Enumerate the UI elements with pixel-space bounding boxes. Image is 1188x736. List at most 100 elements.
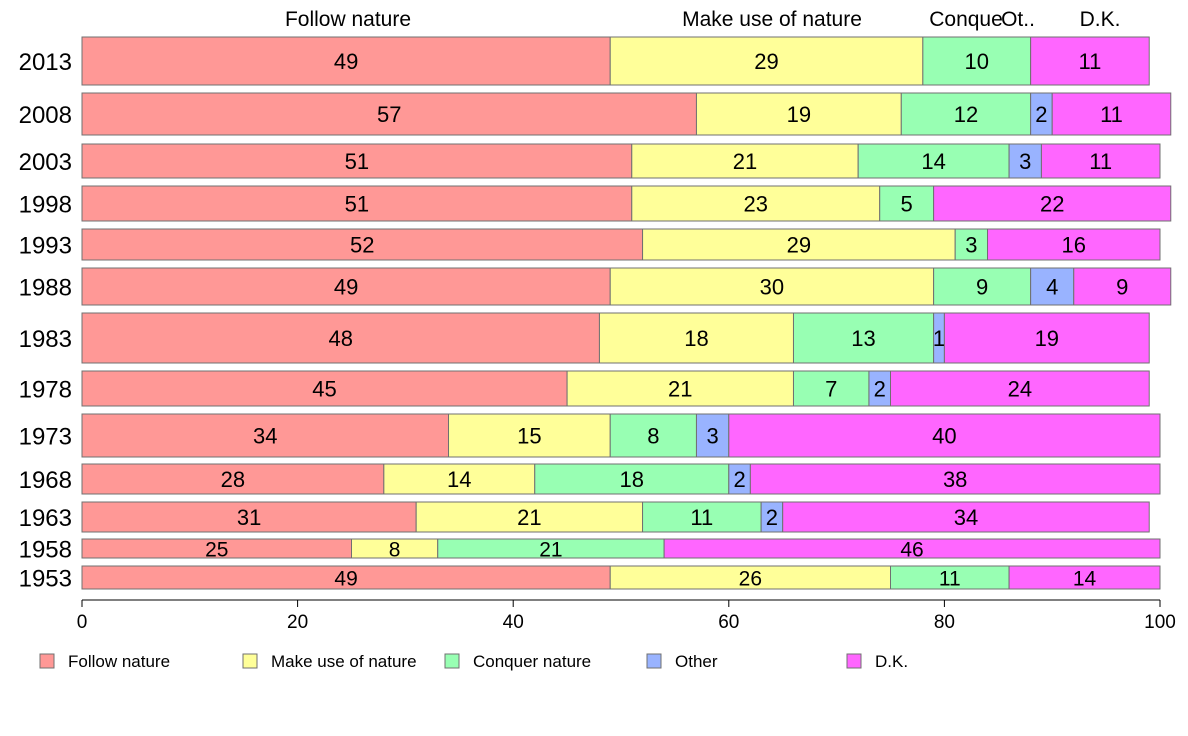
bar-follow-nature-2008 (81, 92, 697, 136)
data-label-make-use-of-nature-2003: 21 (733, 149, 757, 174)
top-labels: Follow nature Make use of nature ConqueOt.… (285, 8, 1120, 31)
data-label-make-use-of-nature-1973: 15 (517, 424, 541, 449)
y-tick-label-1958: 1958 (19, 537, 72, 564)
data-label-follow-nature-1953: 49 (334, 568, 357, 591)
legend: Follow nature Make use of nature Conquer n… (39, 652, 908, 671)
data-label-conquer-nature-2003: 14 (921, 149, 945, 174)
data-label-d-k-1958: 46 (900, 539, 923, 562)
data-label-follow-nature-2008: 57 (377, 102, 401, 127)
data-label-other-2008: 2 (1035, 102, 1047, 127)
data-label-make-use-of-nature-1968: 14 (447, 467, 471, 492)
y-tick-label-1998: 1998 (19, 192, 72, 219)
data-label-conquer-nature-1993: 3 (965, 233, 977, 258)
data-label-d-k-1963: 34 (954, 505, 978, 530)
data-label-other-1973: 3 (707, 424, 719, 449)
bar-follow-nature-1998 (81, 185, 633, 222)
y-tick-label-1993: 1993 (19, 233, 72, 260)
data-label-conquer-nature-1998: 5 (901, 192, 913, 217)
data-label-make-use-of-nature-1978: 21 (668, 377, 692, 402)
data-label-conquer-nature-1983: 13 (851, 326, 875, 351)
data-label-d-k-1993: 16 (1062, 233, 1086, 258)
y-tick-label-1963: 1963 (19, 505, 72, 532)
legend-label-other: Other (675, 652, 718, 671)
bar-d-k-2013 (1030, 36, 1150, 86)
legend-swatch-follow-nature (39, 653, 55, 669)
x-tick-label-100: 100 (1144, 612, 1176, 633)
data-label-conquer-nature-1958: 21 (539, 539, 562, 562)
bar-make-use-of-nature-1993 (642, 228, 956, 261)
x-tick-label-60: 60 (718, 612, 739, 633)
bar-other-1988 (1030, 267, 1075, 306)
y-tick-label-1983: 1983 (19, 326, 72, 353)
data-label-follow-nature-1983: 48 (328, 326, 352, 351)
bar-d-k-2008 (1051, 92, 1172, 136)
bar-make-use-of-nature-1973 (448, 413, 611, 458)
bar-other-1973 (695, 413, 730, 458)
y-tick-label-1953: 1953 (19, 566, 72, 593)
bar-conquer-nature-1983 (792, 312, 935, 364)
bar-d-k-1968 (749, 463, 1161, 495)
data-label-make-use-of-nature-1983: 18 (684, 326, 708, 351)
bar-follow-nature-1988 (81, 267, 611, 306)
legend-label-make-use-of-nature: Make use of nature (271, 652, 417, 671)
top-label-make-use-of-nature: Make use of nature (682, 8, 862, 31)
bar-make-use-of-nature-1998 (631, 185, 881, 222)
data-label-follow-nature-2013: 49 (334, 49, 358, 74)
bar-make-use-of-nature-1988 (609, 267, 935, 306)
data-label-make-use-of-nature-1993: 29 (787, 233, 811, 258)
bar-conquer-nature-1968 (534, 463, 730, 495)
data-label-d-k-2013: 11 (1079, 49, 1102, 74)
data-label-conquer-nature-2013: 10 (964, 49, 988, 74)
data-label-make-use-of-nature-1953: 26 (739, 568, 762, 591)
bar-conquer-nature-1963 (642, 501, 762, 533)
top-label-follow-nature: Follow nature (285, 8, 411, 31)
legend-swatch-conquer-nature (444, 653, 460, 669)
y-tick-label-1968: 1968 (19, 467, 72, 494)
bar-d-k-2003 (1040, 143, 1161, 179)
bar-d-k-1958 (663, 538, 1161, 559)
data-label-follow-nature-1978: 45 (312, 377, 336, 402)
legend-label-d-k: D.K. (875, 652, 908, 671)
x-tick-label-40: 40 (503, 612, 524, 633)
data-label-make-use-of-nature-2008: 19 (787, 102, 811, 127)
bar-follow-nature-1963 (81, 501, 417, 533)
bar-make-use-of-nature-1968 (383, 463, 536, 495)
data-label-make-use-of-nature-1988: 30 (760, 275, 784, 300)
x-axis: 0 20 40 60 80 100 (77, 599, 1176, 633)
data-label-follow-nature-1998: 51 (345, 192, 369, 217)
data-label-follow-nature-1968: 28 (221, 467, 245, 492)
y-tick-label-1973: 1973 (19, 424, 72, 451)
legend-swatch-d-k (846, 653, 862, 669)
bar-d-k-1963 (782, 501, 1150, 533)
y-axis-labels: 2013 2008 2003 1998 1993 1988 1983 1978 1973 1968… (19, 49, 72, 593)
bar-conquer-nature-2013 (922, 36, 1032, 86)
bar-follow-nature-1978 (81, 370, 568, 407)
data-label-follow-nature-1993: 52 (350, 233, 374, 258)
y-tick-label-2008: 2008 (19, 102, 72, 129)
data-label-d-k-2003: 11 (1089, 149, 1112, 174)
bar-d-k-1973 (728, 413, 1161, 458)
data-label-follow-nature-2003: 51 (345, 149, 369, 174)
data-label-make-use-of-nature-2013: 29 (754, 49, 778, 74)
data-label-conquer-nature-1963: 11 (690, 505, 713, 530)
data-label-other-2003: 3 (1019, 149, 1031, 174)
top-label-ot: Ot.. (1001, 8, 1035, 31)
bar-d-k-1998 (933, 185, 1172, 222)
data-label-other-1978: 2 (874, 377, 886, 402)
bar-conquer-nature-1998 (879, 185, 935, 222)
data-label-conquer-nature-1973: 8 (647, 424, 659, 449)
data-label-d-k-1953: 14 (1073, 568, 1097, 591)
data-label-conquer-nature-1978: 7 (825, 377, 837, 402)
bar-follow-nature-1993 (81, 228, 644, 261)
x-tick-label-0: 0 (77, 612, 88, 633)
data-label-d-k-1983: 19 (1035, 326, 1059, 351)
data-label-d-k-2008: 11 (1100, 102, 1123, 127)
legend-label-conquer-nature: Conquer nature (473, 652, 591, 671)
data-label-follow-nature-1963: 31 (237, 505, 261, 530)
data-label-conquer-nature-1968: 18 (620, 467, 644, 492)
data-label-conquer-nature-2008: 12 (954, 102, 978, 127)
top-label-d-k: D.K. (1080, 8, 1121, 31)
y-tick-label-1988: 1988 (19, 275, 72, 302)
legend-swatch-make-use-of-nature (242, 653, 258, 669)
